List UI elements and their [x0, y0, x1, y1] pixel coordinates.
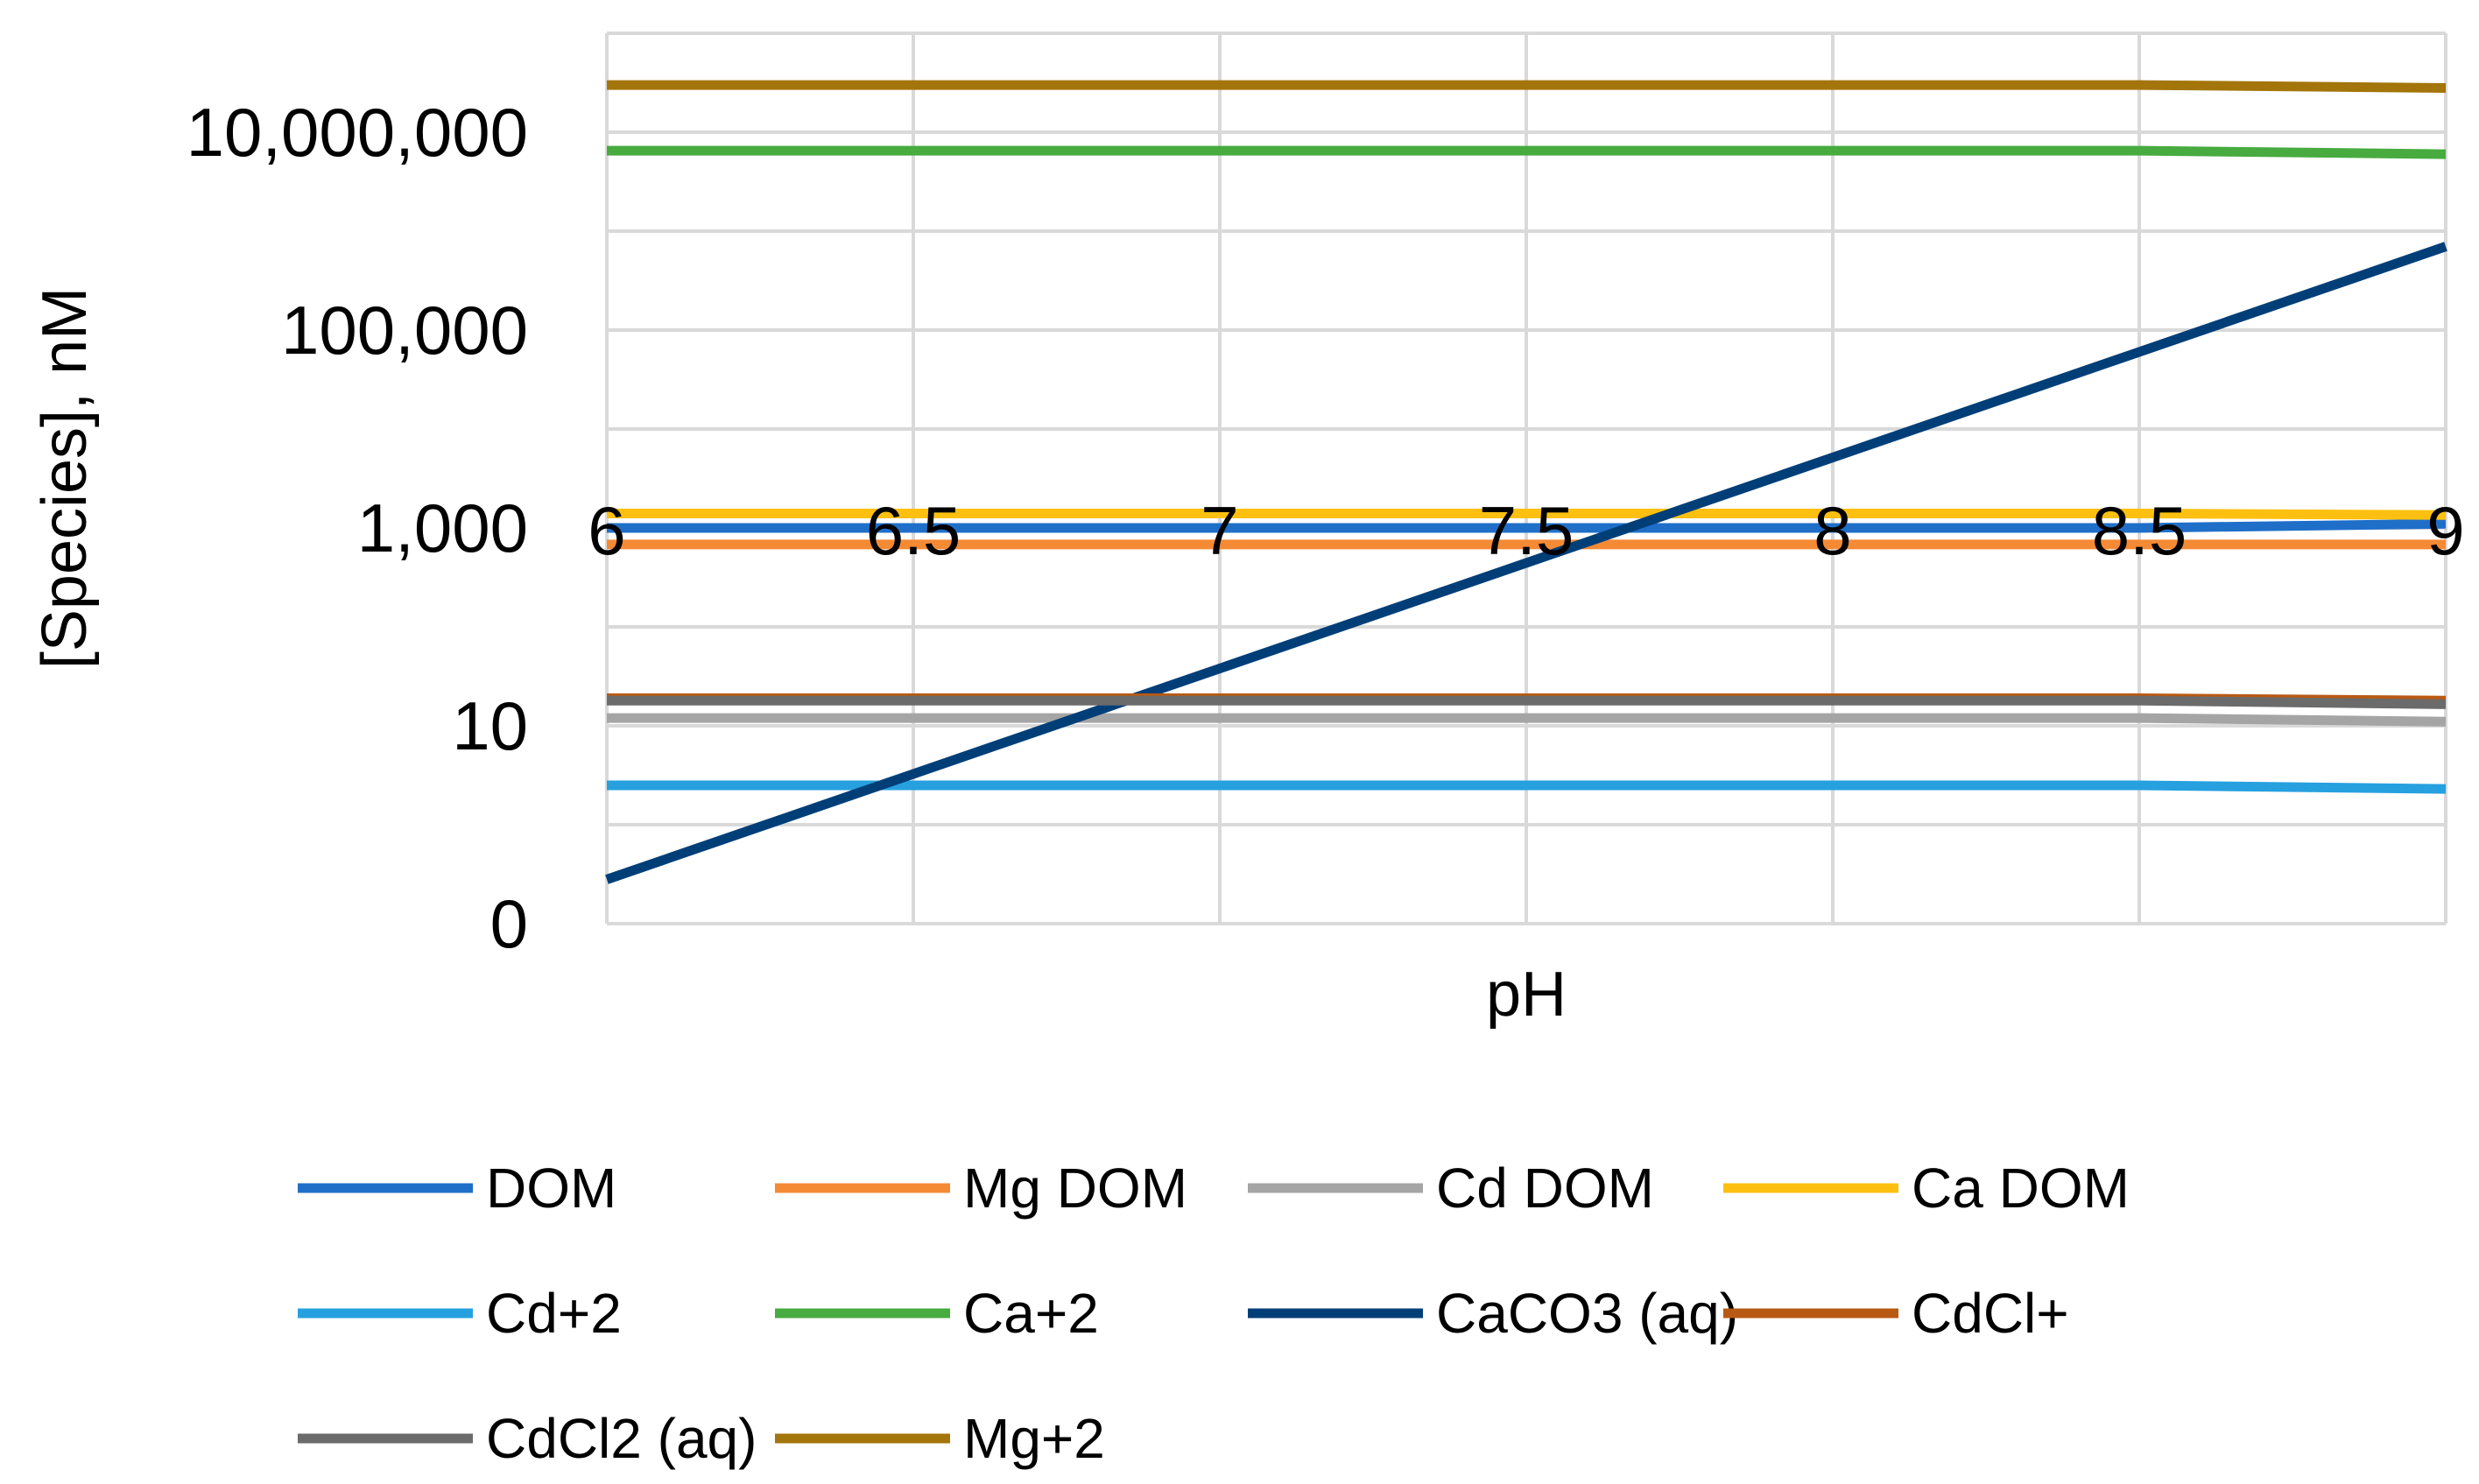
x-tick-label: 9: [2426, 492, 2464, 569]
x-axis-title: pH: [1486, 960, 1567, 1030]
gridlines: [605, 32, 2447, 924]
y-tick-label: 10: [452, 687, 528, 764]
legend-label: Cd+2: [486, 1282, 622, 1345]
legend-label: Mg DOM: [963, 1157, 1187, 1220]
legend-label: Cd DOM: [1436, 1157, 1654, 1220]
legend-label: CdCl2 (aq): [486, 1407, 757, 1470]
legend-label: CaCO3 (aq): [1436, 1282, 1738, 1345]
series-line-5: [607, 145, 2447, 159]
series-line-6: [605, 242, 2447, 884]
series-line-4: [607, 780, 2447, 794]
x-tick-label: 8.5: [2092, 492, 2187, 569]
series-line-0: [607, 518, 2447, 533]
y-tick-label: 100,000: [281, 292, 528, 369]
x-tick-label: 6.5: [866, 492, 961, 569]
legend: DOM Mg DOM Cd DOM Ca DOM Cd+2 Ca+2 CaCO3 (aq) C…: [298, 1157, 2130, 1470]
x-tick-labels: 6 6.5 7 7.5 8 8.5 9: [588, 492, 2464, 569]
series-line-3: [607, 509, 2447, 520]
x-tick-label: 6: [588, 492, 625, 569]
y-tick-label: 10,000,000: [187, 94, 528, 171]
legend-label: DOM: [486, 1157, 616, 1220]
series-line-2: [607, 713, 2447, 727]
legend-label: Ca DOM: [1912, 1157, 2130, 1220]
y-tick-label: 1,000: [357, 489, 528, 566]
series-line-8: [607, 695, 2447, 709]
legend-label: CdCl+: [1912, 1282, 2069, 1345]
legend-label: Ca+2: [963, 1282, 1099, 1345]
axes: [605, 33, 2446, 925]
x-tick-label: 8: [1813, 492, 1851, 569]
y-tick-label: 0: [490, 885, 528, 962]
series-line-9: [607, 80, 2447, 93]
x-tick-label: 7.5: [1479, 492, 1574, 569]
y-axis-title: [Species], nM: [30, 287, 100, 669]
x-tick-label: 7: [1201, 492, 1238, 569]
y-tick-labels: 0 10 1,000 100,000 10,000,000: [187, 94, 528, 962]
legend-label: Mg+2: [963, 1407, 1105, 1470]
plot-series: [605, 80, 2447, 884]
